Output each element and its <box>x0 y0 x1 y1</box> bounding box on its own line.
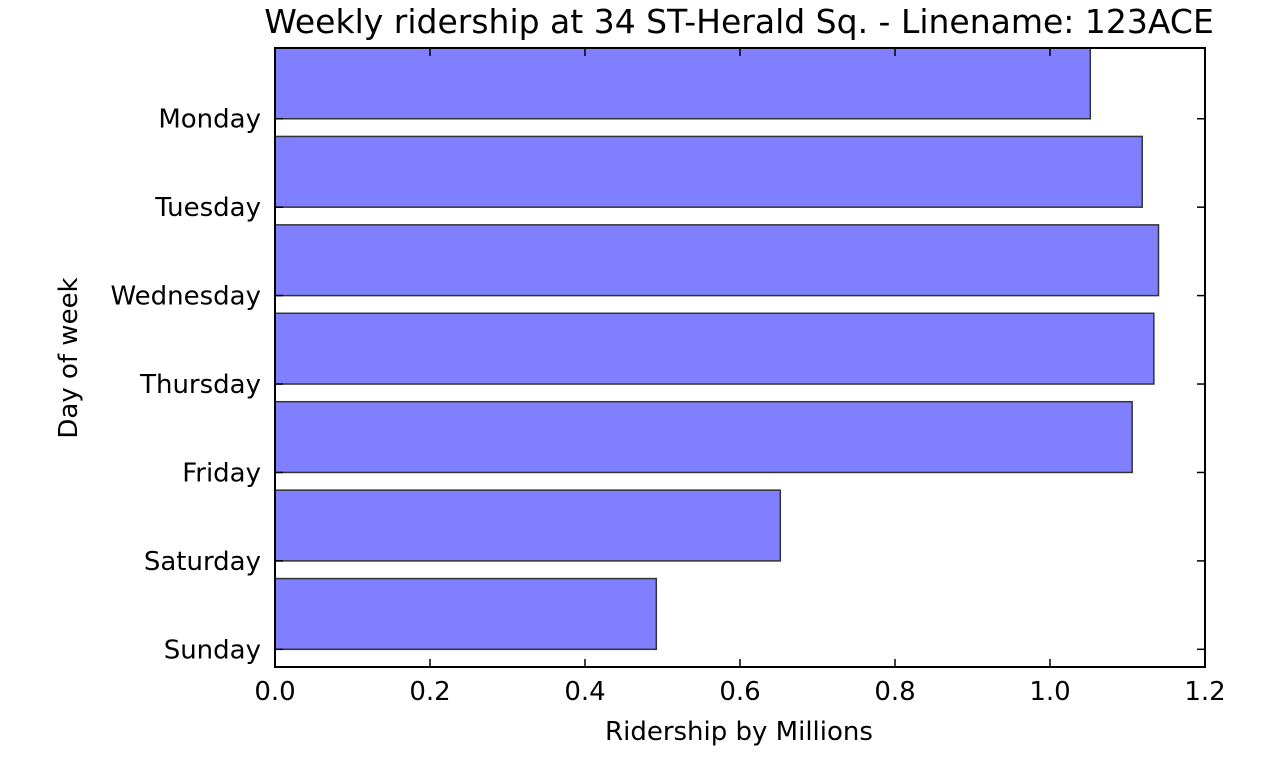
x-tick-labels: 0.0 0.2 0.4 0.6 0.8 1.0 1.2 <box>254 677 1225 707</box>
y-axis-label: Day of week <box>54 277 84 438</box>
ticks-group <box>274 48 1206 667</box>
bar-tuesday <box>274 135 1143 208</box>
x-tick-label-0: 0.0 <box>254 677 295 707</box>
y-tick-label-thursday: Thursday <box>139 370 261 400</box>
bar-sunday <box>274 577 658 651</box>
y-tick-label-saturday: Saturday <box>144 547 261 577</box>
x-tick-label-3: 0.6 <box>719 677 760 707</box>
x-tick-label-4: 0.8 <box>874 677 915 707</box>
bar-monday <box>274 47 1092 120</box>
bar-friday <box>274 400 1133 474</box>
x-tick-label-5: 1.0 <box>1029 677 1070 707</box>
x-tick-label-2: 0.4 <box>564 677 605 707</box>
y-tick-label-sunday: Sunday <box>164 635 261 665</box>
bar-thursday <box>274 312 1155 385</box>
y-tick-labels: Monday Tuesday Wednesday Thursday Friday Satu… <box>110 105 261 666</box>
chart-title: Weekly ridership at 34 ST-Herald Sq. - L… <box>264 2 1214 41</box>
bars-group <box>274 47 1160 651</box>
plot-frame <box>274 47 1206 668</box>
x-axis-label: Ridership by Millions <box>605 717 873 747</box>
y-tick-label-wednesday: Wednesday <box>110 282 261 312</box>
x-tick-label-6: 1.2 <box>1184 677 1225 707</box>
y-tick-label-tuesday: Tuesday <box>154 193 261 223</box>
x-tick-label-1: 0.2 <box>409 677 450 707</box>
y-tick-label-monday: Monday <box>158 105 261 135</box>
bar-wednesday <box>274 224 1160 297</box>
y-tick-label-friday: Friday <box>182 458 261 488</box>
bar-saturday <box>274 489 782 562</box>
